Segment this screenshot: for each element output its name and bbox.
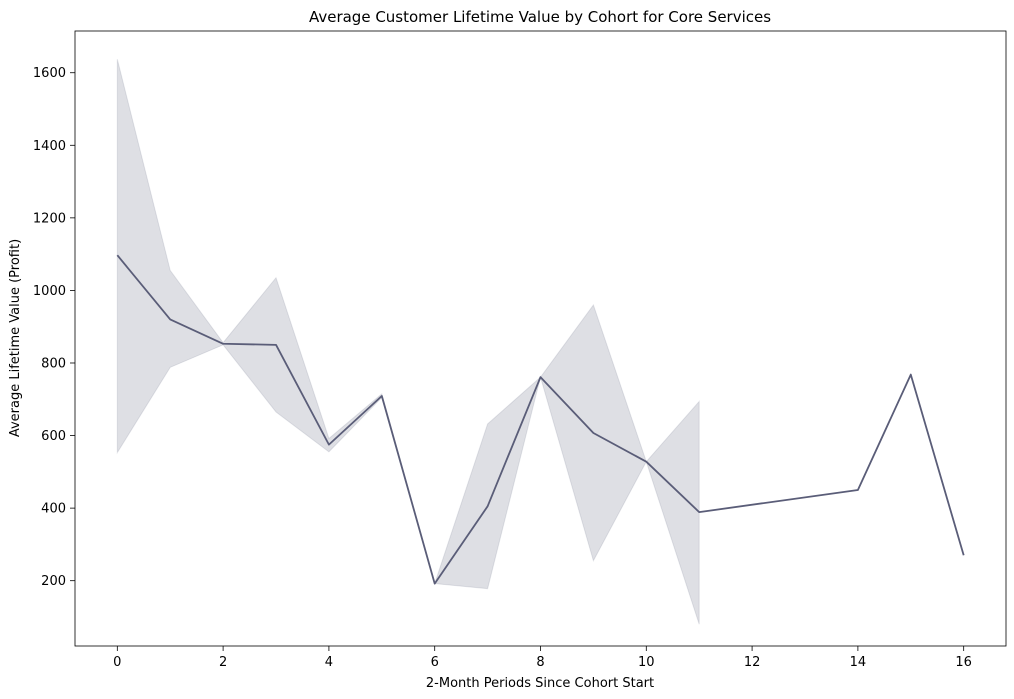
x-tick-label: 4 — [325, 655, 333, 670]
y-axis: 200 400 600 800 1000 1200 1400 1600 — [33, 66, 75, 589]
y-tick-label: 1600 — [33, 66, 66, 81]
y-axis-title: Average Lifetime Value (Profit) — [8, 239, 23, 437]
y-tick-label: 1200 — [33, 211, 66, 226]
x-axis-title: 2-Month Periods Since Cohort Start — [426, 676, 654, 691]
x-tick-label: 8 — [536, 655, 544, 670]
y-tick-label: 1400 — [33, 139, 66, 154]
x-axis: 0 2 4 6 8 10 12 14 16 — [113, 646, 972, 670]
x-tick-label: 16 — [955, 655, 972, 670]
x-tick-label: 14 — [850, 655, 867, 670]
y-tick-label: 1000 — [33, 284, 66, 299]
y-tick-label: 200 — [41, 574, 66, 589]
x-tick-label: 0 — [113, 655, 121, 670]
x-tick-label: 6 — [431, 655, 439, 670]
plot-area — [116, 59, 965, 625]
x-tick-label: 12 — [744, 655, 761, 670]
y-tick-label: 600 — [41, 429, 66, 444]
y-tick-label: 400 — [41, 502, 66, 517]
confidence-band — [116, 59, 700, 625]
confidence-band — [857, 373, 965, 556]
x-tick-label: 2 — [219, 655, 227, 670]
y-tick-label: 800 — [41, 356, 66, 371]
chart-title: Average Customer Lifetime Value by Cohor… — [309, 8, 771, 26]
x-tick-label: 10 — [638, 655, 655, 670]
series-line — [116, 254, 965, 585]
